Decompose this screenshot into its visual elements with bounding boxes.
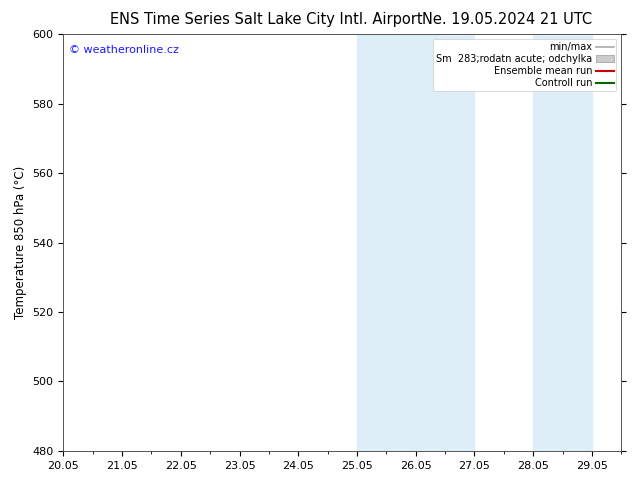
Text: Ne. 19.05.2024 21 UTC: Ne. 19.05.2024 21 UTC xyxy=(422,12,592,27)
Legend: min/max, Sm  283;rodatn acute; odchylka, Ensemble mean run, Controll run: min/max, Sm 283;rodatn acute; odchylka, … xyxy=(433,39,616,91)
Y-axis label: Temperature 850 hPa (°C): Temperature 850 hPa (°C) xyxy=(14,166,27,319)
Bar xyxy=(357,34,474,451)
Bar xyxy=(533,34,592,451)
Text: ENS Time Series Salt Lake City Intl. Airport: ENS Time Series Salt Lake City Intl. Air… xyxy=(110,12,423,27)
Text: © weatheronline.cz: © weatheronline.cz xyxy=(69,45,179,55)
